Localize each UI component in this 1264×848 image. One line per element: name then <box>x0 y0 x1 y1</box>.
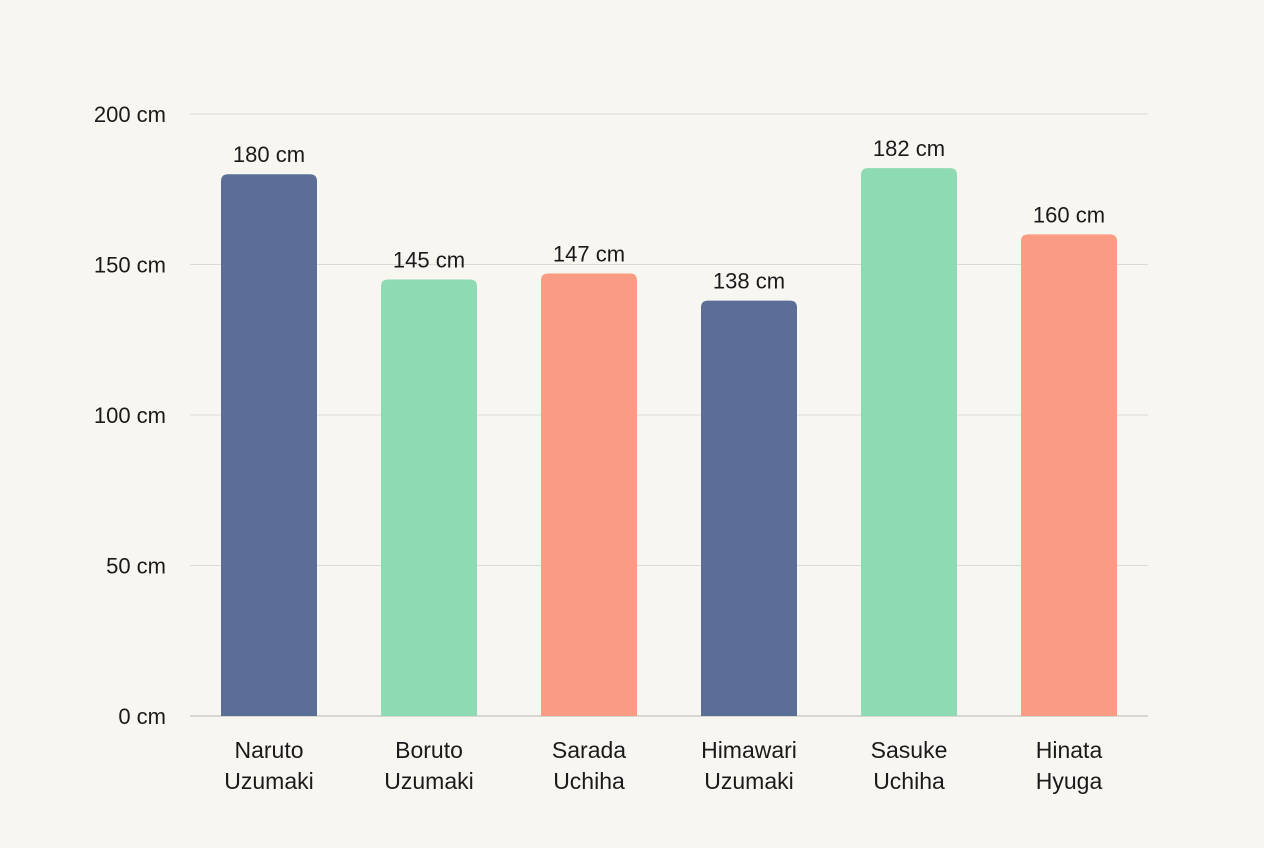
x-tick-label: Sasuke <box>871 737 948 763</box>
bar <box>701 300 797 716</box>
y-tick-label: 50 cm <box>106 554 166 579</box>
data-label: 182 cm <box>873 136 945 161</box>
y-tick-label: 100 cm <box>94 403 166 428</box>
bar <box>1021 234 1117 716</box>
bar <box>541 273 637 716</box>
bar <box>861 168 957 716</box>
y-tick-label: 200 cm <box>94 102 166 127</box>
data-label: 160 cm <box>1033 202 1105 227</box>
x-tick-label: Sarada <box>552 737 626 763</box>
x-tick-label: Uchiha <box>873 768 945 794</box>
bar <box>221 174 317 716</box>
data-label: 147 cm <box>553 242 625 267</box>
bars: 180 cm 145 cm 147 cm 138 cm 182 cm 160 cm <box>221 136 1117 716</box>
x-tick-label: Uzumaki <box>704 768 793 794</box>
x-tick-label: Uchiha <box>553 768 625 794</box>
x-tick-label: Uzumaki <box>224 768 313 794</box>
bar <box>381 279 477 716</box>
x-tick-label: Hinata <box>1036 737 1103 763</box>
gridlines <box>190 113 1148 717</box>
y-axis: 0 cm 50 cm 100 cm 150 cm 200 cm <box>94 102 166 729</box>
data-label: 138 cm <box>713 269 785 294</box>
y-tick-label: 150 cm <box>94 253 166 278</box>
x-tick-label: Naruto <box>234 737 303 763</box>
data-label: 180 cm <box>233 142 305 167</box>
x-tick-label: Uzumaki <box>384 768 473 794</box>
x-tick-label: Himawari <box>701 737 797 763</box>
y-tick-label: 0 cm <box>118 704 166 729</box>
x-tick-label: Hyuga <box>1036 768 1103 794</box>
x-axis: Naruto Uzumaki Boruto Uzumaki Sarada Uchiha Hi… <box>224 737 1102 794</box>
x-tick-label: Boruto <box>395 737 463 763</box>
data-label: 145 cm <box>393 248 465 273</box>
